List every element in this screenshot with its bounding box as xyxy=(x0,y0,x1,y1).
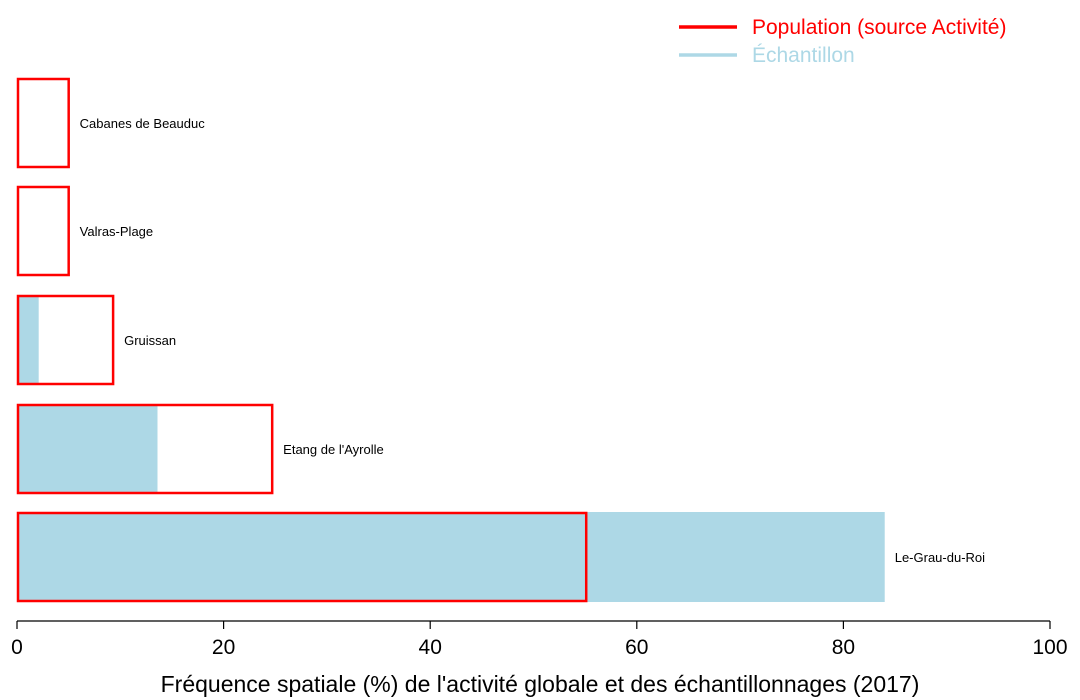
category-labels: Le-Grau-du-Roi Etang de l'Ayrolle Gruissan… xyxy=(80,116,985,565)
bars-layer xyxy=(16,77,885,603)
x-tick-label: 40 xyxy=(419,636,442,659)
category-label: Gruissan xyxy=(124,333,176,348)
category-label: Etang de l'Ayrolle xyxy=(283,442,384,457)
population-bar xyxy=(16,294,115,386)
x-tick-label: 0 xyxy=(11,636,23,659)
legend-label: Échantillon xyxy=(752,44,855,67)
sample-bar xyxy=(17,512,885,602)
x-tick-label: 80 xyxy=(832,636,855,659)
category-label: Cabanes de Beauduc xyxy=(80,116,206,131)
x-axis: 0 20 40 60 80 100 xyxy=(11,620,1068,659)
population-bar xyxy=(16,77,70,169)
x-axis-title: Fréquence spatiale (%) de l'activité glo… xyxy=(161,671,920,697)
x-tick-label: 20 xyxy=(212,636,235,659)
legend-label: Population (source Activité) xyxy=(752,16,1006,39)
sample-bar xyxy=(17,295,39,385)
category-label: Valras-Plage xyxy=(80,224,153,239)
category-label: Le-Grau-du-Roi xyxy=(895,550,985,565)
population-bar xyxy=(16,403,274,495)
x-tick-label: 100 xyxy=(1032,636,1067,659)
population-bar xyxy=(16,511,588,603)
legend: Population (source Activité) Échantillon xyxy=(679,16,1006,67)
x-tick-label: 60 xyxy=(625,636,648,659)
sample-bar xyxy=(17,404,158,494)
population-bar xyxy=(16,185,70,277)
